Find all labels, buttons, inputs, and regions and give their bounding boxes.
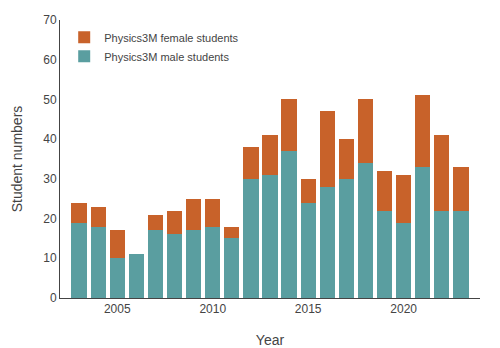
svg-text:40: 40 xyxy=(43,132,57,146)
svg-text:0: 0 xyxy=(50,291,57,305)
svg-text:50: 50 xyxy=(43,93,57,107)
svg-text:Student numbers: Student numbers xyxy=(9,106,25,213)
svg-text:Year: Year xyxy=(256,332,285,348)
svg-text:2015: 2015 xyxy=(295,302,322,316)
svg-text:Physics3M female students: Physics3M female students xyxy=(104,32,238,44)
svg-text:30: 30 xyxy=(43,172,57,186)
svg-text:20: 20 xyxy=(43,212,57,226)
svg-text:2005: 2005 xyxy=(104,302,131,316)
svg-text:60: 60 xyxy=(43,53,57,67)
svg-text:70: 70 xyxy=(43,13,57,27)
svg-text:2020: 2020 xyxy=(390,302,417,316)
svg-text:Physics3M male students: Physics3M male students xyxy=(104,51,229,63)
svg-text:10: 10 xyxy=(43,251,57,265)
svg-text:2010: 2010 xyxy=(199,302,226,316)
